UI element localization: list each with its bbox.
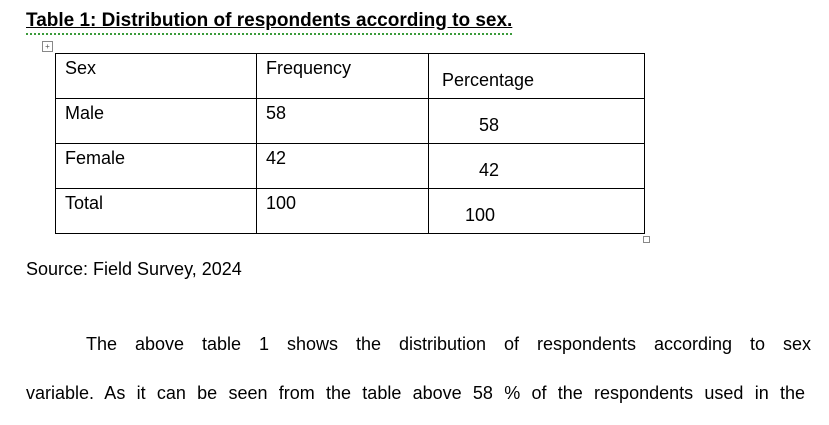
cell: 42 xyxy=(256,143,429,189)
paragraph-line: variable. As it can be seen from the tab… xyxy=(26,383,805,403)
header-row: Sex Frequency Percentage xyxy=(55,53,645,99)
header-cell: Percentage xyxy=(428,53,645,99)
header-cell: Frequency xyxy=(256,53,429,99)
cell: Total xyxy=(55,188,257,234)
paragraph-line: The above table 1 shows the distribution… xyxy=(86,334,811,354)
cell: 58 xyxy=(256,98,429,144)
table-move-handle[interactable]: + xyxy=(42,41,53,52)
cell: Female xyxy=(55,143,257,189)
table-row: Male 58 58 xyxy=(55,98,645,144)
table-resize-handle[interactable] xyxy=(643,236,650,243)
source-note: Source: Field Survey, 2024 xyxy=(26,259,242,279)
data-table: Sex Frequency Percentage Male 58 58 Fema… xyxy=(55,53,645,234)
header-cell: Sex xyxy=(55,53,257,99)
cell: Male xyxy=(55,98,257,144)
cell: 100 xyxy=(428,188,645,234)
cell: 58 xyxy=(428,98,645,144)
table-title: Table 1: Distribution of respondents acc… xyxy=(26,10,513,35)
table-row: Female 42 42 xyxy=(55,143,645,189)
cell: 42 xyxy=(428,143,645,189)
table-row: Total 100 100 xyxy=(55,188,645,234)
cell: 100 xyxy=(256,188,429,234)
